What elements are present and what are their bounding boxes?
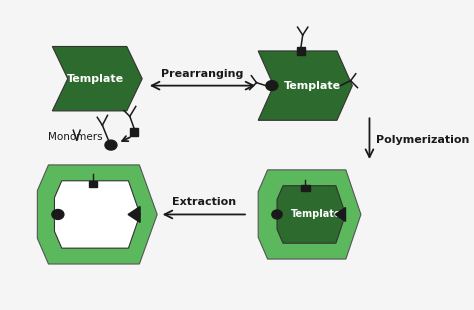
Bar — [89, 181, 97, 187]
Polygon shape — [335, 207, 346, 221]
Polygon shape — [52, 46, 142, 111]
Polygon shape — [128, 206, 140, 222]
Text: Template: Template — [67, 74, 124, 84]
Polygon shape — [37, 165, 157, 264]
Ellipse shape — [266, 81, 278, 91]
Polygon shape — [258, 170, 361, 259]
Bar — [301, 185, 310, 191]
Text: Polymerization: Polymerization — [376, 135, 470, 145]
Text: Prearranging: Prearranging — [161, 69, 243, 79]
Bar — [130, 128, 138, 136]
Polygon shape — [258, 51, 352, 120]
Bar — [297, 47, 305, 55]
Ellipse shape — [272, 210, 282, 219]
Ellipse shape — [105, 140, 117, 150]
Ellipse shape — [52, 210, 64, 219]
Text: Monomers: Monomers — [48, 132, 103, 142]
Polygon shape — [277, 186, 346, 243]
Text: Template: Template — [291, 210, 342, 219]
Text: Extraction: Extraction — [172, 197, 237, 206]
Text: Template: Template — [283, 81, 341, 91]
Polygon shape — [55, 181, 140, 248]
